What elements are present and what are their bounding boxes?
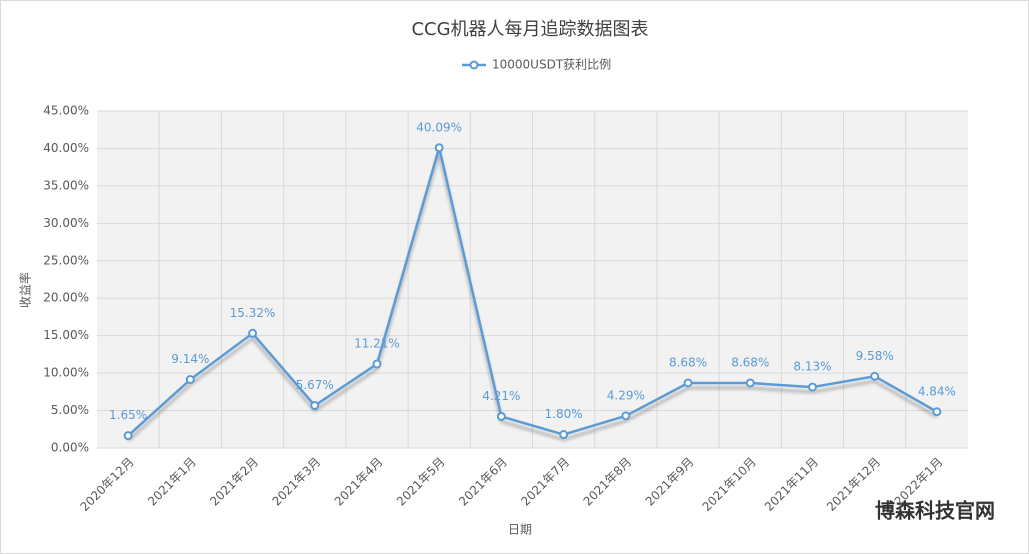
value-label: 40.09% (416, 120, 462, 134)
point (683, 378, 693, 388)
value-label: 9.58% (856, 349, 894, 363)
y-tick-label: 40.00% (43, 141, 89, 155)
y-tick-label: 10.00% (43, 366, 89, 380)
y-tick-label: 15.00% (43, 328, 89, 342)
value-label: 4.84% (918, 384, 956, 398)
point (745, 378, 755, 388)
x-axis-label: 日期 (508, 523, 532, 537)
point (932, 407, 942, 417)
point (559, 430, 569, 440)
value-label: 1.80% (545, 407, 583, 421)
y-tick-label: 20.00% (43, 291, 89, 305)
y-tick-label: 30.00% (43, 216, 89, 230)
legend-label: 10000USDT获利比例 (492, 58, 611, 72)
value-label: 1.65% (109, 408, 147, 422)
y-tick-label: 5.00% (51, 403, 89, 417)
point (870, 371, 880, 381)
value-label: 8.68% (669, 355, 707, 369)
y-axis-label: 收益率 (18, 272, 33, 308)
point (372, 359, 382, 369)
point (496, 411, 506, 421)
watermark: 博森科技官网 (875, 499, 995, 523)
value-label: 8.13% (793, 360, 831, 374)
value-label: 4.21% (482, 389, 520, 403)
legend-marker (469, 60, 479, 70)
y-tick-label: 35.00% (43, 178, 89, 192)
point (621, 411, 631, 421)
value-label: 4.29% (607, 388, 645, 402)
point (248, 328, 258, 338)
y-tick-label: 25.00% (43, 253, 89, 267)
y-tick-label: 45.00% (43, 104, 89, 118)
value-label: 8.68% (731, 355, 769, 369)
point (185, 375, 195, 385)
y-tick-label: 0.00% (51, 441, 89, 455)
chart-title: CCG机器人每月追踪数据图表 (411, 19, 648, 40)
series-line (127, 142, 938, 437)
point (123, 431, 133, 441)
point (807, 382, 817, 392)
point (434, 143, 444, 153)
value-label: 9.14% (171, 352, 209, 366)
value-label: 5.67% (296, 378, 334, 392)
point (310, 401, 320, 411)
value-label: 11.21% (354, 337, 400, 351)
value-label: 15.32% (230, 306, 276, 320)
